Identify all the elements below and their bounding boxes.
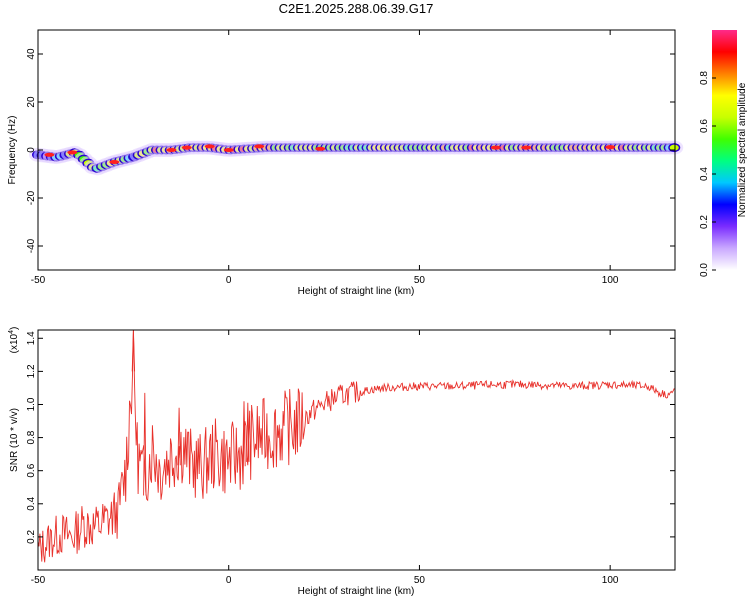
snr-y-tick-label: 1.4 <box>26 331 37 345</box>
spectrogram-blobs <box>29 140 684 176</box>
spectrogram-y-tick-label: 0 <box>26 147 37 153</box>
snr-y-scale-close: ) <box>9 327 20 330</box>
snr-y-scale: (x104) <box>8 327 20 354</box>
colorbar-gradient <box>712 30 737 270</box>
snr-x-label: Height of straight line (km) <box>298 586 415 597</box>
snr-y-scale-exponent: 4 <box>8 330 15 334</box>
snr-y-label: SNR (10 * v/v) <box>9 408 20 472</box>
colorbar-tick-label: 0.8 <box>699 71 710 85</box>
spectrogram-y-label: Frequency (Hz) <box>7 116 18 185</box>
spectrogram-x-ticks: -50 0 50 100 <box>31 30 619 286</box>
spectrogram-y-tick-label: -40 <box>26 238 37 253</box>
spectrogram-y-tick-label: 20 <box>26 96 37 108</box>
spectrogram-peak <box>521 145 532 150</box>
snr-panel: -50 0 50 100 0.2 0.4 0.6 0.8 1.0 1.2 1.4 Height o… <box>8 327 676 597</box>
snr-frame <box>37 329 676 571</box>
spectrogram-peak <box>204 144 215 149</box>
spectrogram-peak <box>254 144 265 149</box>
snr-plot-area <box>38 330 675 570</box>
spectrogram-peak <box>223 148 234 152</box>
spectrogram-peak <box>67 150 78 155</box>
snr-x-tick-label: 0 <box>226 575 232 586</box>
colorbar-label: Normalized spectral amplitude <box>737 82 748 217</box>
snr-x-tick-label: 50 <box>414 575 426 586</box>
snr-y-ticks: 0.2 0.4 0.6 0.8 1.0 1.2 1.4 <box>26 331 675 544</box>
spectrogram-peak <box>605 145 616 150</box>
colorbar-tick-label: 0.4 <box>699 167 710 181</box>
spectrogram-peak <box>181 145 192 150</box>
spectrogram-peak <box>315 146 326 151</box>
snr-y-tick-label: 0.4 <box>26 496 37 510</box>
spectrogram-peak <box>166 148 177 152</box>
colorbar: 0.0 0.2 0.4 0.6 0.8 Normalized spectral ampl… <box>699 30 748 277</box>
spectrogram-core <box>669 144 679 151</box>
colorbar-tick-label: 0.0 <box>699 263 710 277</box>
snr-y-tick-label: 1.2 <box>26 364 37 378</box>
snr-y-tick-label: 0.8 <box>26 430 37 444</box>
snr-x-tick-label: -50 <box>31 575 46 586</box>
colorbar-ticks: 0.0 0.2 0.4 0.6 0.8 <box>699 71 716 277</box>
spectrogram-x-tick-label: 50 <box>414 275 426 286</box>
figure-title: C2E1.2025.288.06.39.G17 <box>279 1 434 16</box>
snr-spike <box>177 407 181 466</box>
snr-spike <box>143 392 147 496</box>
snr-y-tick-label: 1.0 <box>26 397 37 411</box>
spectrogram-x-label: Height of straight line (km) <box>298 286 415 297</box>
spectrogram-peak <box>490 145 501 150</box>
spectrogram-y-tick-label: 40 <box>26 48 37 60</box>
colorbar-tick-label: 0.6 <box>699 119 710 133</box>
spectrogram-peak <box>109 160 120 164</box>
spectrogram-y-ticks: -40 -20 0 20 40 <box>26 48 675 253</box>
snr-x-ticks: -50 0 50 100 <box>31 330 619 586</box>
snr-spike <box>242 401 246 467</box>
colorbar-tick-label: 0.2 <box>699 215 710 229</box>
snr-y-tick-label: 0.2 <box>26 530 37 544</box>
snr-y-scale-base: (x10 <box>9 333 20 353</box>
snr-spike <box>246 402 250 462</box>
spectrogram-peak <box>44 152 55 157</box>
spectrogram-y-tick-label: -20 <box>26 190 37 205</box>
spectrogram-x-tick-label: 100 <box>602 275 619 286</box>
snr-y-tick-label: 0.6 <box>26 463 37 477</box>
spectrogram-x-tick-label: -50 <box>31 275 46 286</box>
spectrogram-panel: -50 0 50 100 -40 -20 0 20 40 Height of straight… <box>7 29 684 297</box>
spectrogram-x-tick-label: 0 <box>226 275 232 286</box>
snr-x-tick-label: 100 <box>602 575 619 586</box>
